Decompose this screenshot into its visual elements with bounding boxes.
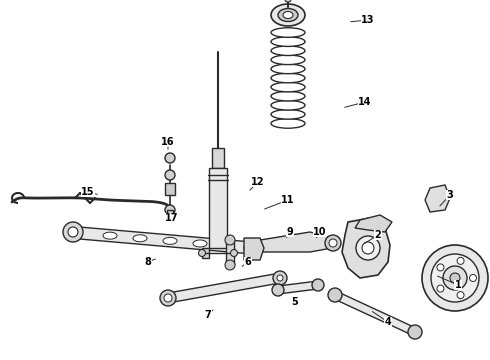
Polygon shape xyxy=(244,238,264,260)
Circle shape xyxy=(329,239,337,247)
Polygon shape xyxy=(165,183,175,195)
Circle shape xyxy=(408,325,422,339)
Text: 6: 6 xyxy=(245,257,251,267)
Text: 14: 14 xyxy=(358,97,372,107)
Circle shape xyxy=(68,227,78,237)
Circle shape xyxy=(443,266,467,290)
Circle shape xyxy=(165,170,175,180)
Text: 11: 11 xyxy=(281,195,295,205)
Ellipse shape xyxy=(103,232,117,239)
Polygon shape xyxy=(68,226,252,254)
Text: 15: 15 xyxy=(81,187,95,197)
Ellipse shape xyxy=(271,28,305,37)
Ellipse shape xyxy=(163,237,177,244)
Polygon shape xyxy=(260,232,332,252)
Ellipse shape xyxy=(193,240,207,247)
Polygon shape xyxy=(226,240,234,265)
Text: 1: 1 xyxy=(455,280,462,290)
Circle shape xyxy=(230,249,238,256)
Text: 13: 13 xyxy=(361,15,375,25)
Ellipse shape xyxy=(271,64,305,74)
Circle shape xyxy=(431,254,479,302)
Text: 9: 9 xyxy=(287,227,294,237)
Polygon shape xyxy=(355,215,392,232)
Circle shape xyxy=(272,284,284,296)
Ellipse shape xyxy=(271,55,305,64)
Polygon shape xyxy=(227,248,234,258)
Ellipse shape xyxy=(271,91,305,101)
Polygon shape xyxy=(425,185,450,212)
Ellipse shape xyxy=(271,4,305,26)
Polygon shape xyxy=(212,148,224,168)
Polygon shape xyxy=(167,210,173,217)
Circle shape xyxy=(198,249,205,256)
Circle shape xyxy=(63,222,83,242)
Ellipse shape xyxy=(271,37,305,46)
Polygon shape xyxy=(278,281,318,294)
Circle shape xyxy=(469,274,476,282)
Circle shape xyxy=(422,245,488,311)
Text: 8: 8 xyxy=(145,257,151,267)
Circle shape xyxy=(362,242,374,254)
Circle shape xyxy=(356,236,380,260)
Circle shape xyxy=(457,292,464,298)
Ellipse shape xyxy=(271,73,305,83)
Circle shape xyxy=(437,264,444,271)
Text: 10: 10 xyxy=(313,227,327,237)
Text: 7: 7 xyxy=(205,310,211,320)
Polygon shape xyxy=(202,248,209,258)
Text: 17: 17 xyxy=(165,213,179,223)
Polygon shape xyxy=(168,273,280,303)
Circle shape xyxy=(225,235,235,245)
Ellipse shape xyxy=(271,119,305,128)
Circle shape xyxy=(273,271,287,285)
Ellipse shape xyxy=(271,109,305,119)
Ellipse shape xyxy=(133,235,147,242)
Circle shape xyxy=(328,288,342,302)
Circle shape xyxy=(277,275,283,281)
Ellipse shape xyxy=(283,12,293,18)
Text: 16: 16 xyxy=(161,137,175,147)
Circle shape xyxy=(325,235,341,251)
Circle shape xyxy=(160,290,176,306)
Ellipse shape xyxy=(271,46,305,55)
Ellipse shape xyxy=(271,100,305,110)
Circle shape xyxy=(450,273,460,283)
Text: 12: 12 xyxy=(251,177,265,187)
Text: 4: 4 xyxy=(385,317,392,327)
Circle shape xyxy=(164,294,172,302)
Polygon shape xyxy=(342,218,390,278)
Text: 3: 3 xyxy=(446,190,453,200)
Circle shape xyxy=(457,257,464,264)
Polygon shape xyxy=(333,291,416,336)
Ellipse shape xyxy=(278,9,298,22)
Circle shape xyxy=(165,153,175,163)
Text: 5: 5 xyxy=(292,297,298,307)
Circle shape xyxy=(244,240,260,256)
Circle shape xyxy=(437,285,444,292)
Ellipse shape xyxy=(271,82,305,92)
Circle shape xyxy=(312,279,324,291)
Text: 2: 2 xyxy=(375,230,381,240)
Circle shape xyxy=(165,205,175,215)
Polygon shape xyxy=(209,168,227,248)
Circle shape xyxy=(225,260,235,270)
Ellipse shape xyxy=(285,0,291,2)
